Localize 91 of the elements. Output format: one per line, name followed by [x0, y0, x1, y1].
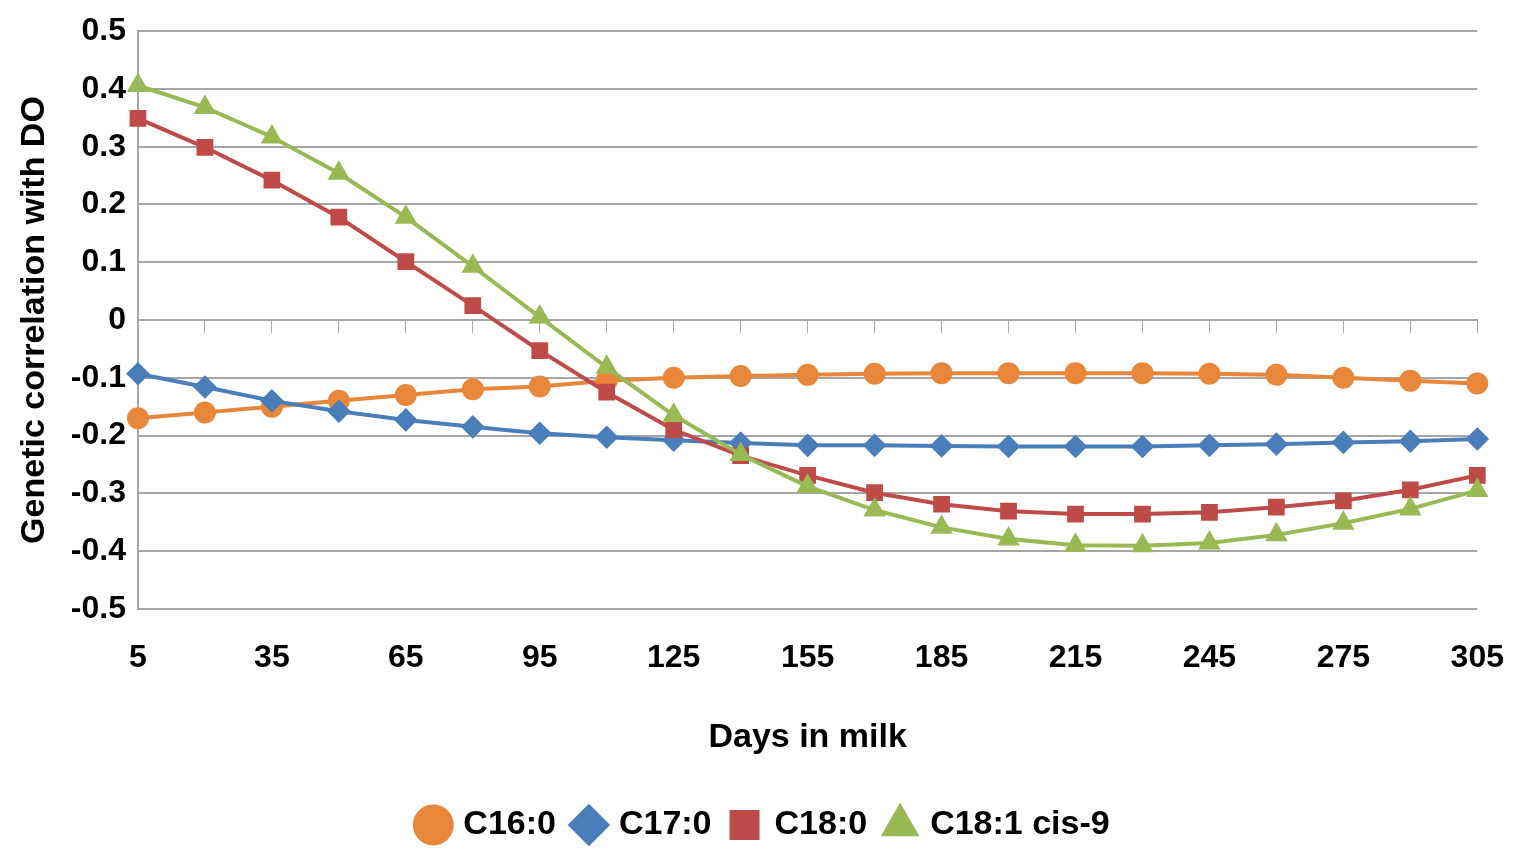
point — [394, 384, 417, 407]
x-tick-label: 5 — [129, 637, 147, 674]
x-tick-label: 155 — [780, 637, 835, 674]
point — [796, 434, 819, 457]
point — [193, 401, 216, 424]
point — [464, 297, 482, 314]
x-axis-title: Days in milk — [708, 715, 907, 754]
point — [665, 421, 683, 439]
point — [729, 365, 752, 388]
point — [394, 408, 417, 431]
x-tick-label: 215 — [1048, 637, 1103, 674]
point — [1134, 505, 1151, 523]
point — [796, 363, 819, 386]
x-tick-label: 65 — [388, 637, 424, 674]
y-tick-label: -0.2 — [70, 415, 126, 452]
point — [397, 253, 415, 271]
x-tick-label: 35 — [254, 637, 290, 674]
point — [260, 389, 283, 412]
point — [1265, 433, 1288, 456]
x-tick-label: 245 — [1182, 637, 1237, 674]
point — [863, 434, 886, 457]
point — [997, 435, 1020, 458]
point — [263, 171, 281, 189]
point — [529, 306, 550, 324]
y-tick-label: 0.4 — [81, 68, 127, 105]
point — [126, 362, 149, 385]
x-tick-label: 125 — [646, 637, 701, 674]
point — [195, 96, 215, 114]
point — [866, 484, 883, 502]
y-tick-label: 0.1 — [81, 242, 126, 279]
y-tick-label: 0.3 — [81, 126, 126, 163]
x-tick-label: 185 — [914, 637, 969, 674]
y-tick-label: -0.3 — [70, 473, 126, 510]
point — [1399, 430, 1422, 453]
point — [1466, 427, 1489, 450]
x-tick-label: 95 — [521, 637, 558, 674]
point — [1131, 435, 1154, 458]
point — [1000, 502, 1017, 520]
point — [598, 383, 616, 401]
point — [396, 206, 416, 224]
point — [528, 375, 551, 398]
point — [461, 378, 484, 401]
y-tick-label: -0.1 — [70, 357, 126, 394]
point — [462, 255, 483, 273]
x-tick-label: 305 — [1450, 637, 1504, 674]
point — [461, 415, 484, 438]
point — [1131, 362, 1154, 385]
y-tick-label: -0.5 — [70, 588, 126, 625]
point — [126, 407, 149, 430]
legend-label: C17:0 — [618, 803, 712, 842]
point — [662, 366, 685, 389]
point — [1201, 503, 1218, 521]
point — [1332, 366, 1355, 389]
point — [1268, 498, 1285, 516]
point — [1335, 492, 1352, 510]
point — [930, 362, 953, 385]
y-tick-label: 0.5 — [81, 11, 126, 48]
point — [128, 74, 148, 92]
point — [193, 376, 216, 398]
x-tick-label: 275 — [1316, 637, 1371, 674]
point — [933, 495, 950, 513]
point — [1067, 505, 1084, 523]
point — [196, 138, 214, 156]
y-tick-label: -0.4 — [70, 530, 127, 567]
point — [1468, 467, 1486, 484]
point — [531, 342, 549, 359]
point — [1399, 369, 1422, 392]
legend-label: C18:1 cis-9 — [930, 803, 1110, 842]
point — [863, 362, 886, 385]
y-tick-label: 0 — [108, 299, 126, 336]
point — [930, 434, 953, 457]
point — [1265, 363, 1288, 386]
point — [1064, 362, 1087, 385]
point — [528, 422, 551, 445]
point — [1332, 431, 1355, 454]
point — [595, 426, 618, 449]
point — [1198, 362, 1221, 385]
point — [129, 110, 147, 127]
point — [262, 125, 282, 144]
point — [997, 362, 1020, 385]
point — [1064, 435, 1087, 458]
point — [327, 400, 350, 423]
y-tick-label: 0.2 — [81, 184, 126, 221]
point — [1466, 372, 1489, 395]
y-axis-title: Genetic correlation with DO — [12, 96, 51, 544]
point — [1198, 434, 1221, 457]
legend-label: C18:0 — [774, 803, 868, 842]
point — [1401, 481, 1419, 499]
point — [330, 208, 348, 226]
legend-label: C16:0 — [463, 803, 556, 842]
point — [329, 162, 349, 180]
